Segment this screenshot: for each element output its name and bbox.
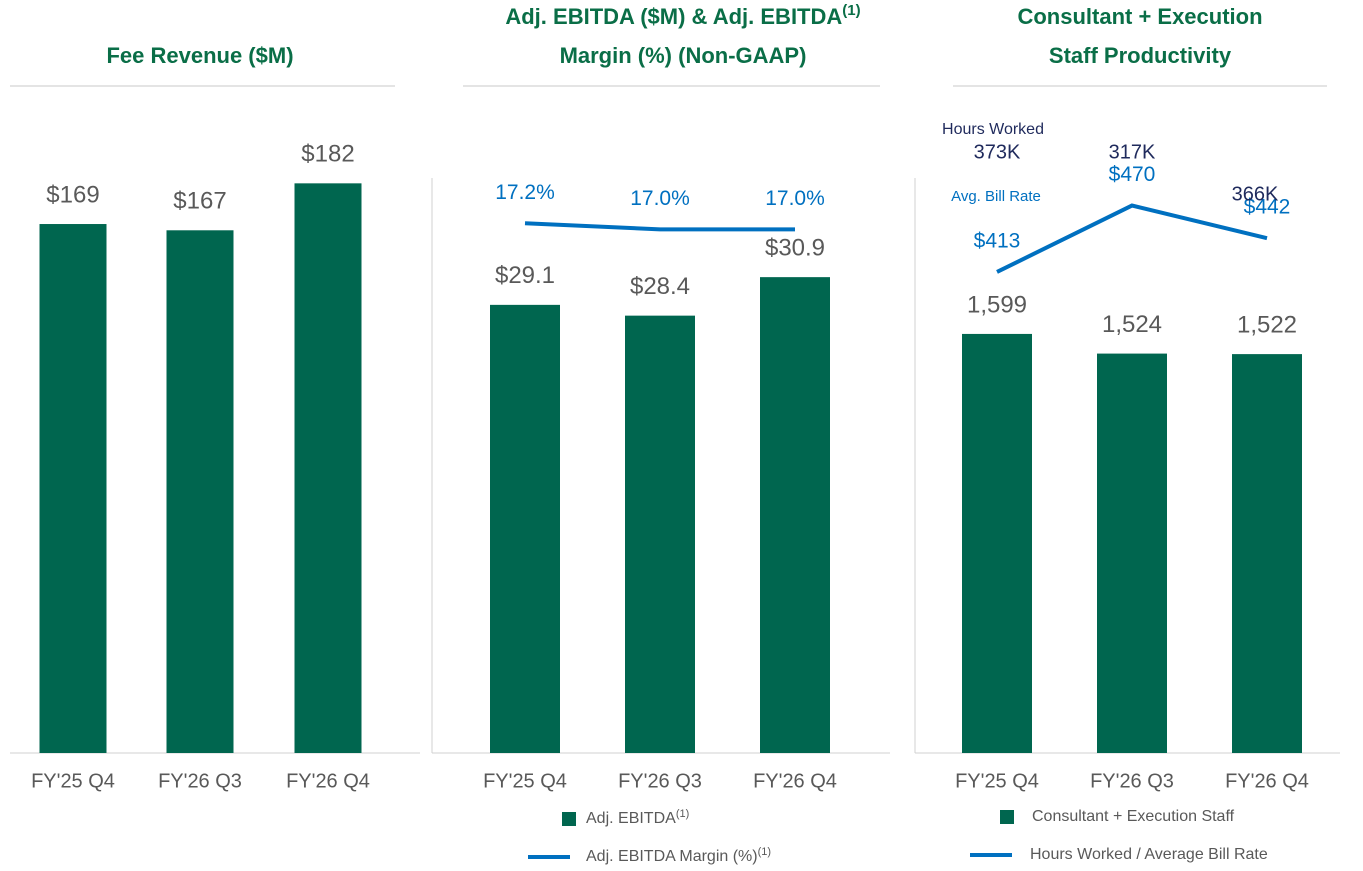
- x-tick-label: FY'25 Q4: [31, 770, 115, 792]
- annotation: Avg. Bill Rate: [951, 188, 1041, 205]
- value-label: $169: [46, 181, 99, 208]
- legend-label: Consultant + Execution Staff: [1032, 808, 1235, 825]
- chart-title: Fee Revenue ($M): [106, 43, 293, 68]
- chart-title-line: Margin (%) (Non-GAAP): [560, 43, 807, 68]
- chart-title: Consultant + Execution: [1017, 4, 1262, 29]
- value-label: $29.1: [495, 262, 555, 289]
- bar: [1232, 354, 1302, 753]
- x-tick-label: FY'26 Q4: [753, 770, 837, 792]
- annotation: Hours Worked: [942, 121, 1044, 138]
- value-label: 1,522: [1237, 311, 1297, 338]
- bar: [490, 304, 560, 753]
- value-label: $167: [173, 188, 226, 215]
- bar: [1097, 353, 1167, 753]
- title-footnote: (1): [842, 2, 860, 19]
- chart-title: Staff Productivity: [1049, 43, 1232, 68]
- line-value-label: 17.2%: [495, 181, 555, 204]
- line-value-label: 17.0%: [765, 187, 825, 210]
- legend-footnote: (1): [758, 846, 771, 858]
- x-tick-label: FY'25 Q4: [955, 770, 1039, 792]
- line-value-label: $442: [1244, 196, 1291, 219]
- legend-label: Hours Worked / Average Bill Rate: [1030, 846, 1268, 863]
- legend-name: Adj. EBITDA Margin (%): [586, 848, 758, 865]
- chart-title: Adj. EBITDA ($M) & Adj. EBITDA(1): [505, 2, 860, 29]
- x-tick-label: FY'26 Q3: [1090, 770, 1174, 792]
- legend-label: Adj. EBITDA(1): [586, 808, 689, 827]
- x-tick-label: FY'25 Q4: [483, 770, 567, 792]
- bar: [962, 333, 1032, 753]
- line-value-label: 17.0%: [630, 187, 690, 210]
- x-tick-label: FY'26 Q4: [1225, 770, 1309, 792]
- legend-name: Consultant + Execution Staff: [1032, 808, 1235, 825]
- bar: [166, 230, 234, 754]
- bar: [39, 224, 107, 753]
- value-label: 1,599: [967, 291, 1027, 318]
- value-label: $182: [301, 141, 354, 168]
- line-series: [524, 221, 795, 232]
- line-value-label: $470: [1109, 163, 1156, 186]
- bar: [294, 183, 362, 754]
- x-tick-label: FY'26 Q3: [618, 770, 702, 792]
- hours-label: 366K: [1232, 183, 1279, 205]
- legend-name: Adj. EBITDA: [586, 810, 676, 827]
- line-series: [996, 203, 1268, 274]
- chart-title-line: Fee Revenue ($M): [106, 43, 293, 68]
- hours-label: 317K: [1109, 141, 1156, 163]
- legend-footnote: (1): [676, 808, 689, 820]
- chart-title-line: Adj. EBITDA ($M) & Adj. EBITDA: [505, 4, 842, 29]
- line-value-label: $413: [974, 229, 1021, 252]
- legend-label: Adj. EBITDA Margin (%)(1): [586, 846, 771, 865]
- value-label: $28.4: [630, 273, 690, 300]
- chart-title-line: Staff Productivity: [1049, 43, 1232, 68]
- value-label: 1,524: [1102, 311, 1162, 338]
- bar: [760, 277, 830, 753]
- legend-swatch: [1000, 810, 1014, 824]
- bar: [625, 315, 695, 753]
- legend-swatch: [562, 812, 576, 826]
- x-tick-label: FY'26 Q3: [158, 770, 242, 792]
- legend-name: Hours Worked / Average Bill Rate: [1030, 846, 1268, 863]
- chart-title: Margin (%) (Non-GAAP): [560, 43, 807, 68]
- hours-label: 373K: [974, 141, 1021, 163]
- chart-title-line: Consultant + Execution: [1017, 4, 1262, 29]
- x-tick-label: FY'26 Q4: [286, 770, 370, 792]
- value-label: $30.9: [765, 234, 825, 261]
